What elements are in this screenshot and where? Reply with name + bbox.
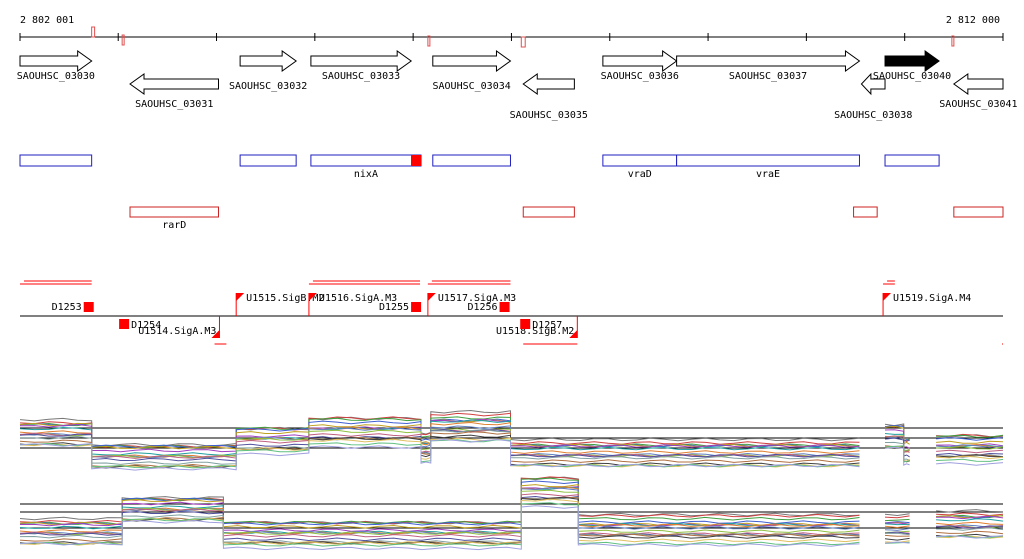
transcript-segment-lines bbox=[20, 280, 1003, 345]
gene-label: SAOUHSC_03037 bbox=[729, 71, 807, 82]
red-feature-box bbox=[522, 206, 575, 218]
red-feature-box bbox=[953, 206, 1004, 218]
expression-curve bbox=[19, 486, 1004, 533]
terminator-block bbox=[411, 302, 422, 312]
promoter-label: U1517.SigA.M3 bbox=[438, 293, 516, 304]
blue-feature-box bbox=[239, 154, 297, 167]
gene-label: SAOUHSC_03030 bbox=[17, 71, 95, 82]
promoter-flag bbox=[236, 293, 245, 301]
coordinate-ruler: 2 802 001 2 812 000 bbox=[19, 15, 1004, 48]
expression-curve bbox=[19, 438, 1004, 471]
terminator-block bbox=[119, 319, 130, 329]
expression-curve bbox=[19, 431, 1004, 468]
ruler-hit-mark bbox=[520, 36, 526, 48]
gene-label: SAOUHSC_03040 bbox=[873, 71, 951, 82]
gene-label: SAOUHSC_03035 bbox=[510, 110, 588, 121]
gene-arrow bbox=[129, 73, 219, 95]
promoter-label: U1515.SigB.M2 bbox=[246, 293, 324, 304]
gene-label: SAOUHSC_03041 bbox=[939, 99, 1017, 110]
promoter-label: U1518.SigB.M2 bbox=[496, 326, 574, 337]
blue-feature-box bbox=[310, 154, 422, 167]
blue-feature-box bbox=[884, 154, 940, 167]
blue-feature-marker bbox=[411, 155, 422, 166]
expression-profile-reverse bbox=[19, 476, 1004, 551]
terminator-label: D1253 bbox=[52, 302, 82, 313]
terminator-label: D1256 bbox=[467, 302, 497, 313]
operon-feature-track-blue: nixA vraD vraE bbox=[19, 154, 940, 180]
promoter-label: U1519.SigA.M4 bbox=[893, 293, 971, 304]
gene-label: SAOUHSC_03033 bbox=[322, 71, 400, 82]
red-feature-box bbox=[853, 206, 878, 218]
blue-feature-box bbox=[19, 154, 93, 167]
gene-label: SAOUHSC_03034 bbox=[432, 81, 510, 92]
promoter-label: U1514.SigA.M3 bbox=[138, 326, 216, 337]
gene-arrow bbox=[522, 73, 575, 95]
promoter-label: U1516.SigA.M3 bbox=[319, 293, 397, 304]
terminator-block bbox=[499, 302, 510, 312]
operon-feature-track-red: rarD bbox=[129, 206, 1004, 231]
blue-feature-box bbox=[602, 154, 678, 167]
ruler-hit-mark bbox=[951, 35, 955, 47]
gene-label: SAOUHSC_03038 bbox=[834, 110, 912, 121]
gene-arrow bbox=[239, 50, 298, 72]
red-feature-box bbox=[129, 206, 219, 218]
blue-feature-label: vraE bbox=[756, 169, 780, 180]
promoter-flag bbox=[427, 293, 436, 301]
promoter-flag bbox=[308, 293, 317, 301]
gene-arrow bbox=[19, 50, 93, 72]
ruler-highlight-marks bbox=[91, 26, 955, 48]
gene-label: SAOUHSC_03031 bbox=[135, 99, 213, 110]
ruler-start-label: 2 802 001 bbox=[20, 15, 74, 26]
blue-feature-label: vraD bbox=[628, 169, 652, 180]
gene-arrow bbox=[860, 72, 886, 96]
red-feature-label: rarD bbox=[162, 220, 186, 231]
gene-arrow bbox=[952, 73, 1004, 95]
ruler-hit-mark bbox=[427, 35, 431, 47]
terminator-label: D1255 bbox=[379, 302, 409, 313]
terminator-block bbox=[83, 302, 94, 312]
gene-arrow bbox=[884, 50, 940, 72]
blue-feature-box bbox=[432, 154, 511, 167]
gene-label: SAOUHSC_03036 bbox=[601, 71, 679, 82]
promoter-flag bbox=[883, 293, 892, 301]
expression-profile-forward bbox=[19, 409, 1004, 471]
gene-annotation-track: SAOUHSC_03030 SAOUHSC_03031 SAOUHSC_03032 S… bbox=[17, 50, 1018, 121]
gene-arrow bbox=[676, 50, 861, 72]
expression-curve bbox=[19, 505, 1004, 551]
expression-curve bbox=[19, 412, 1004, 449]
gene-arrow bbox=[432, 50, 512, 72]
gene-label: SAOUHSC_03032 bbox=[229, 81, 307, 92]
ruler-hit-mark bbox=[91, 26, 96, 38]
promoter-flag bbox=[569, 330, 578, 338]
blue-feature-box bbox=[676, 154, 860, 167]
promoter-flag bbox=[211, 330, 220, 338]
expression-curve bbox=[19, 419, 1004, 450]
expression-curve bbox=[19, 418, 1004, 453]
ruler-ticks bbox=[19, 33, 1004, 41]
gene-arrow bbox=[310, 50, 413, 72]
terminator-block bbox=[520, 319, 531, 329]
ruler-end-label: 2 812 000 bbox=[946, 15, 1000, 26]
gene-arrow bbox=[602, 50, 678, 72]
terminator-label: D1257 bbox=[532, 320, 562, 331]
ruler-hit-mark bbox=[121, 34, 125, 46]
blue-feature-label: nixA bbox=[354, 169, 378, 180]
terminator-label: D1254 bbox=[131, 320, 161, 331]
